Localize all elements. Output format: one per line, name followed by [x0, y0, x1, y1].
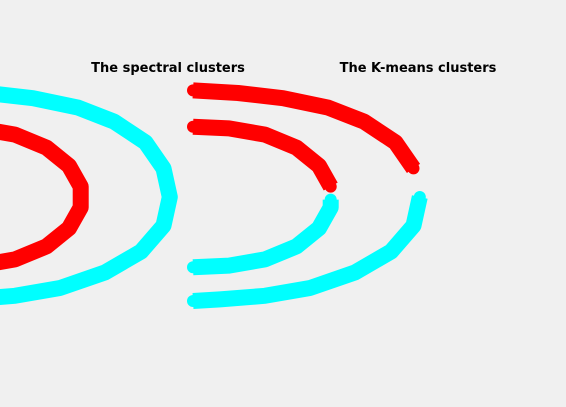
data-point: [407, 219, 420, 232]
series-outer-arc: [0, 86, 178, 306]
data-point: [277, 92, 289, 105]
series-layer-kmeans: [187, 82, 428, 309]
data-point: [223, 259, 235, 272]
data-point: [139, 136, 152, 149]
series-layer-spectral: [0, 86, 178, 306]
data-point: [63, 159, 75, 172]
data-point: [358, 115, 370, 128]
data-point: [54, 282, 66, 294]
data-point: [187, 261, 199, 274]
data-point: [349, 266, 361, 279]
data-point: [313, 222, 325, 235]
data-point: [63, 222, 75, 235]
data-point: [259, 289, 271, 302]
data-point: [407, 162, 420, 175]
data-point: [322, 101, 334, 114]
chart-title-kmeans: The K-means clusters: [340, 61, 497, 76]
data-point: [9, 253, 21, 266]
series-band-inner-arc-0: [0, 123, 89, 271]
series-lower-cluster: [187, 191, 428, 309]
data-point: [290, 240, 303, 253]
data-point: [324, 201, 337, 214]
data-point: [223, 122, 235, 135]
subplot-kmeans: The K-means clusters: [187, 61, 497, 309]
data-point: [27, 92, 39, 105]
data-point: [163, 191, 176, 203]
data-point: [108, 115, 120, 128]
data-point: [324, 180, 337, 193]
data-point: [74, 180, 87, 193]
data-point: [385, 245, 397, 258]
series-inner-arc: [0, 123, 89, 271]
chart-title-spectral: The spectral clusters: [91, 61, 245, 76]
data-point: [259, 128, 271, 141]
data-point: [74, 201, 87, 214]
data-point: [187, 295, 199, 307]
data-point: [9, 289, 21, 302]
data-point: [259, 253, 271, 266]
data-point: [313, 159, 325, 172]
data-point: [157, 219, 170, 232]
data-point: [187, 120, 199, 133]
data-point: [40, 141, 53, 154]
subplot-spectral: The spectral clusters: [0, 61, 245, 306]
data-point: [413, 191, 426, 203]
data-point: [72, 101, 84, 114]
data-point: [290, 141, 303, 154]
data-point: [389, 136, 402, 149]
data-point: [135, 245, 147, 258]
data-point: [9, 128, 21, 141]
data-point: [232, 87, 244, 99]
data-point: [187, 84, 199, 97]
data-point: [304, 282, 316, 294]
data-point: [40, 240, 53, 253]
series-upper-cluster: [187, 82, 421, 193]
data-point: [214, 293, 226, 306]
data-point: [157, 162, 170, 175]
data-point: [99, 266, 111, 279]
